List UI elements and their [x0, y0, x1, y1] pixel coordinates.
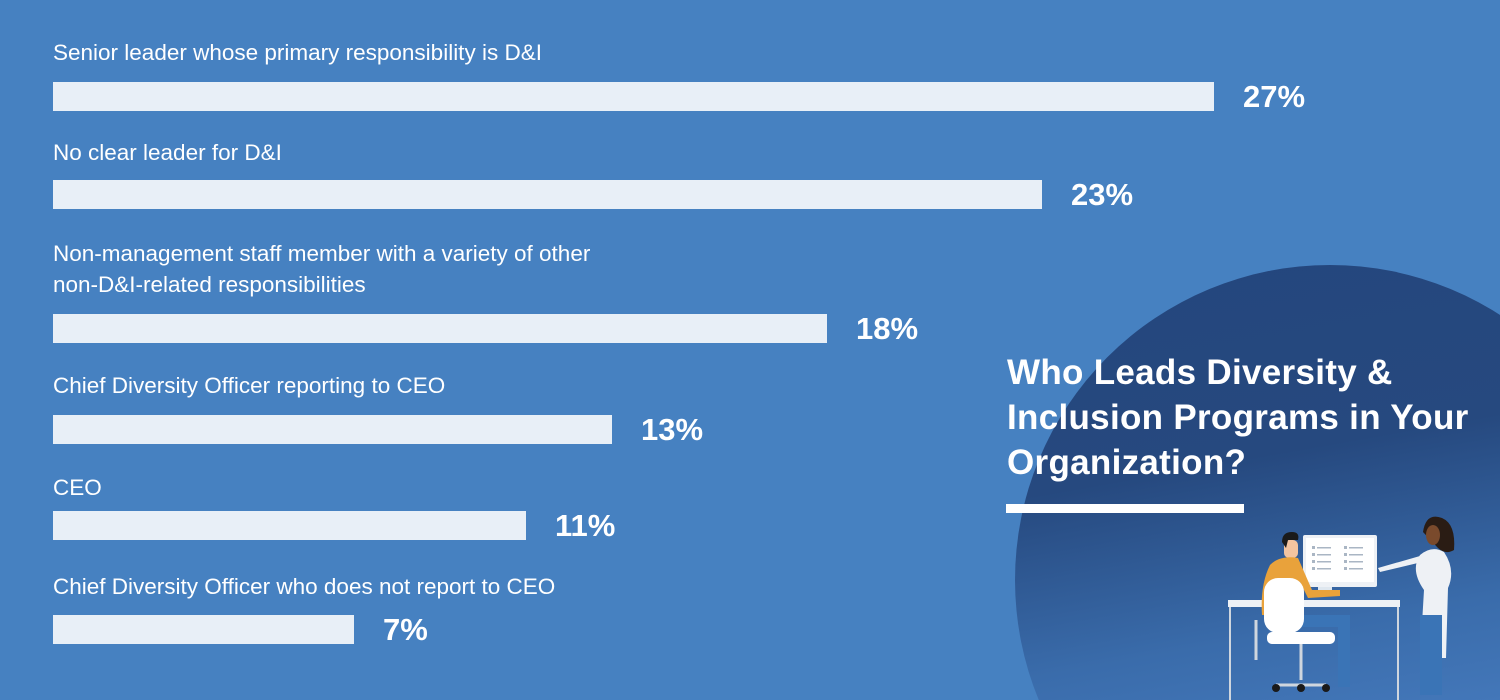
bar: [53, 314, 827, 343]
chart-title: Who Leads Diversity & Inclusion Programs…: [1007, 353, 1469, 482]
bar: [53, 615, 354, 644]
bar: [53, 415, 612, 444]
category-label: Senior leader whose primary responsibili…: [53, 40, 542, 65]
value-label: 13%: [641, 412, 704, 447]
value-label: 23%: [1071, 177, 1134, 212]
category-label: Chief Diversity Officer who does not rep…: [53, 574, 556, 599]
bar: [53, 82, 1214, 111]
office-illustration: [1228, 516, 1455, 700]
category-label: CEO: [53, 475, 102, 500]
category-label: Chief Diversity Officer reporting to CEO: [53, 373, 446, 398]
category-label: Non-management staff member with a varie…: [53, 241, 591, 266]
title-underline: [1006, 504, 1244, 513]
bar: [53, 511, 526, 540]
value-label: 18%: [856, 311, 919, 346]
category-label: No clear leader for D&I: [53, 140, 282, 165]
value-label: 11%: [555, 508, 616, 543]
value-label: 27%: [1243, 79, 1306, 114]
bar: [53, 180, 1042, 209]
category-label: non-D&I-related responsibilities: [53, 272, 366, 297]
value-label: 7%: [383, 612, 428, 647]
